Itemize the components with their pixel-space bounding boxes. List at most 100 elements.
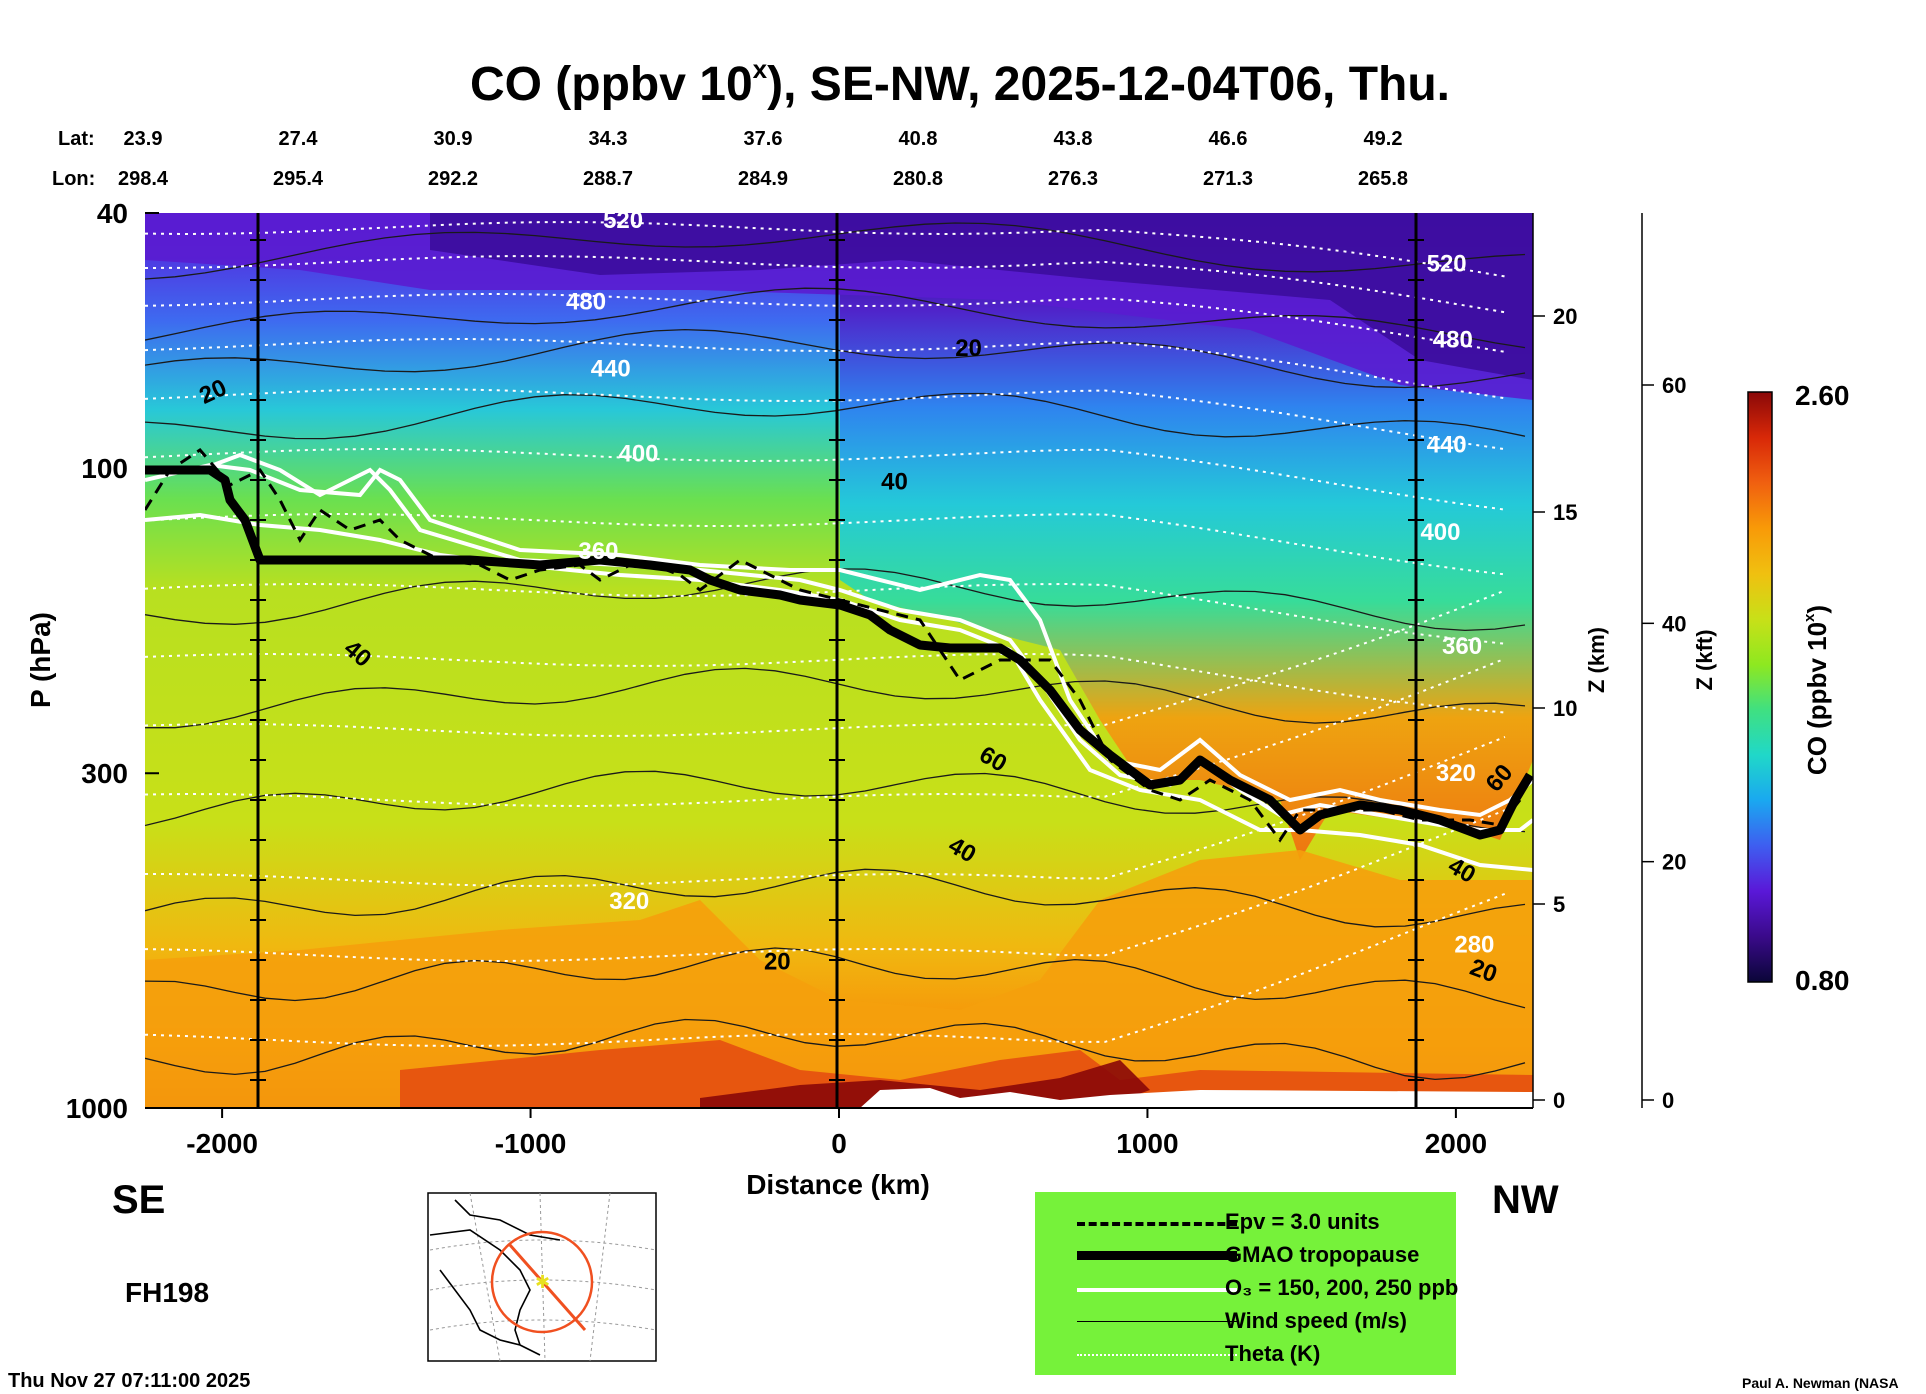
legend-sample-thick bbox=[1077, 1251, 1237, 1260]
co-field bbox=[145, 213, 1533, 1108]
z-km-axis-ticks: 0 5 10 15 20 bbox=[1533, 304, 1577, 1113]
theta-contour-line bbox=[145, 292, 1506, 353]
x-axis-ticks: -2000 -1000 0 1000 2000 bbox=[186, 1108, 1487, 1159]
theta-label: 320 bbox=[609, 888, 649, 915]
forecast-hour: FH198 bbox=[125, 1277, 210, 1308]
x-tick-label: -2000 bbox=[186, 1128, 258, 1159]
pressure-tick-label: 100 bbox=[81, 453, 128, 484]
lon-value: 288.7 bbox=[583, 168, 633, 190]
legend-label: O₃ = 150, 200, 250 ppb bbox=[1225, 1275, 1459, 1300]
theta-contour-line bbox=[145, 582, 1506, 645]
legend-label: Epv = 3.0 units bbox=[1225, 1209, 1380, 1234]
co-field-lower-orange bbox=[145, 850, 1533, 1108]
wind-label: 40 bbox=[881, 468, 908, 495]
legend-sample-thin bbox=[1077, 1321, 1237, 1322]
z-km-axis-label: Z (km) bbox=[1584, 627, 1609, 693]
theta-labels: 520 480 440 400 360 320 520 480 440 400 360 320 280 bbox=[566, 207, 1494, 958]
lon-value: 295.4 bbox=[273, 168, 324, 190]
wind-contour-line bbox=[145, 868, 1526, 928]
theta-label: 320 bbox=[1436, 760, 1476, 787]
theta-contour-line bbox=[145, 447, 1506, 511]
legend-item-tropopause: GMAO tropopause bbox=[1035, 1239, 1456, 1272]
theta-contour-line bbox=[145, 387, 1506, 451]
wind-contour-line bbox=[145, 222, 1526, 280]
x-axis-label: Distance (km) bbox=[746, 1169, 930, 1200]
legend-sample-dotted bbox=[1077, 1354, 1237, 1356]
footer-date: Thu Nov 27 07:11:00 2025 bbox=[8, 1370, 251, 1392]
direction-se: SE bbox=[112, 1178, 166, 1222]
theta-contours bbox=[145, 221, 1506, 1048]
colorbar-title: CO (ppbv 10x) bbox=[1801, 605, 1832, 775]
z-kft-tick-label: 20 bbox=[1662, 850, 1686, 875]
legend-item-wind: Wind speed (m/s) bbox=[1035, 1305, 1456, 1338]
z-km-tick-label: 15 bbox=[1553, 500, 1577, 525]
theta-label: 520 bbox=[1427, 251, 1467, 278]
colorbar-min-label: 0.80 bbox=[1795, 965, 1850, 996]
legend: Epv = 3.0 units GMAO tropopause O₃ = 150… bbox=[1035, 1192, 1459, 1375]
theta-label: 400 bbox=[618, 441, 658, 468]
theta-contour-line bbox=[145, 652, 1506, 714]
lat-value: 37.6 bbox=[744, 128, 783, 150]
pressure-tick-label: 300 bbox=[81, 758, 128, 789]
legend-sample-dashed bbox=[1077, 1222, 1237, 1226]
inset-map: ✱ bbox=[427, 1192, 657, 1362]
z-km-tick-label: 20 bbox=[1553, 304, 1577, 329]
epv-line bbox=[145, 448, 1522, 843]
theta-contour-line bbox=[145, 589, 1506, 737]
legend-sample-white bbox=[1077, 1288, 1237, 1292]
lat-value: 46.6 bbox=[1209, 128, 1248, 150]
lat-label: Lat: bbox=[58, 128, 95, 150]
tropopause-line bbox=[145, 465, 1533, 840]
theta-label: 360 bbox=[578, 538, 618, 565]
legend-item-theta: Theta (K) bbox=[1035, 1338, 1456, 1371]
wind-contour-line bbox=[145, 392, 1526, 440]
theta-label: 440 bbox=[591, 356, 631, 383]
chart-title: CO (ppbv 10x), SE-NW, 2025-12-04T06, Thu… bbox=[470, 54, 1450, 111]
theta-label: 480 bbox=[1433, 326, 1473, 353]
theta-contour-line bbox=[145, 809, 1506, 963]
inset-map-section-line bbox=[508, 1244, 587, 1331]
surface-missing-data bbox=[860, 1088, 1533, 1108]
theta-label: 280 bbox=[1454, 931, 1494, 958]
co-field-top-dark bbox=[430, 213, 1533, 380]
theta-contour-line bbox=[145, 512, 1506, 576]
lon-value: 276.3 bbox=[1048, 168, 1098, 190]
z-kft-tick-label: 0 bbox=[1662, 1088, 1674, 1113]
theta-contour-line bbox=[145, 735, 1506, 888]
inset-map-center-marker: ✱ bbox=[535, 1272, 550, 1292]
x-tick-label: 2000 bbox=[1425, 1128, 1487, 1159]
z-km-tick-label: 0 bbox=[1553, 1088, 1565, 1113]
theta-label: 440 bbox=[1427, 432, 1467, 459]
lon-value: 280.8 bbox=[893, 168, 943, 190]
lat-value: 34.3 bbox=[589, 128, 628, 150]
theta-contour-line bbox=[145, 255, 1506, 314]
x-tick-label: 1000 bbox=[1116, 1128, 1178, 1159]
x-tick-label: -1000 bbox=[495, 1128, 567, 1159]
wind-contour-line bbox=[145, 1018, 1526, 1081]
lon-value: 271.3 bbox=[1203, 168, 1253, 190]
z-km-tick-label: 10 bbox=[1553, 696, 1577, 721]
pressure-tick-label: 1000 bbox=[66, 1093, 128, 1124]
inset-map-coastline bbox=[429, 1199, 561, 1356]
z-kft-axis-ticks: 0 20 40 60 bbox=[1642, 373, 1686, 1113]
wind-contour-line bbox=[145, 328, 1526, 389]
lon-label: Lon: bbox=[52, 168, 95, 190]
lat-value: 30.9 bbox=[434, 128, 473, 150]
lon-value: 284.9 bbox=[738, 168, 788, 190]
legend-item-ozone: O₃ = 150, 200, 250 ppb bbox=[1035, 1272, 1459, 1305]
lat-lon-values: 23.9 298.4 27.4 295.4 30.9 292.2 34.3 288.7 37.6… bbox=[118, 128, 1408, 190]
theta-contour-line bbox=[145, 892, 1506, 1048]
x-tick-label: 0 bbox=[831, 1128, 847, 1159]
epv-contour bbox=[145, 448, 1522, 843]
colorbar-max-label: 2.60 bbox=[1795, 380, 1850, 411]
z-kft-tick-label: 40 bbox=[1662, 611, 1686, 636]
theta-contour-line bbox=[145, 657, 1506, 808]
z-kft-tick-label: 60 bbox=[1662, 373, 1686, 398]
legend-label: GMAO tropopause bbox=[1225, 1242, 1420, 1267]
divider-tick-marks bbox=[250, 239, 1424, 1081]
colorbar bbox=[1747, 391, 1773, 983]
lat-value: 40.8 bbox=[899, 128, 938, 150]
z-kft-axis-label: Z (kft) bbox=[1692, 629, 1717, 690]
lon-value: 292.2 bbox=[428, 168, 478, 190]
